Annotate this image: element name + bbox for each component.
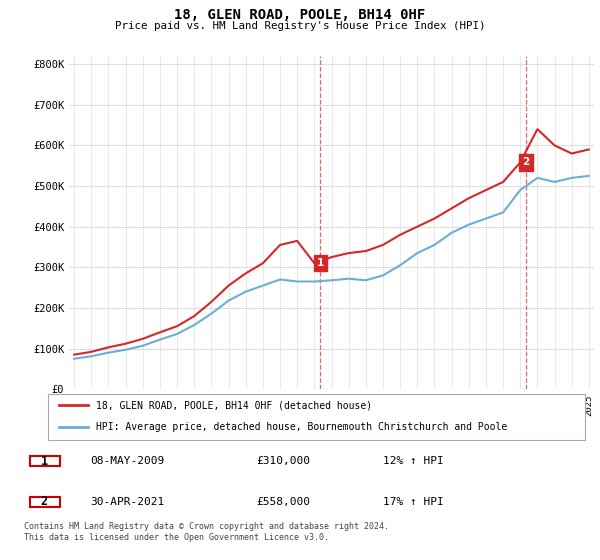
Text: 17% ↑ HPI: 17% ↑ HPI [383, 497, 443, 507]
Bar [29, 497, 60, 507]
Text: 18, GLEN ROAD, POOLE, BH14 0HF (detached house): 18, GLEN ROAD, POOLE, BH14 0HF (detached… [97, 400, 373, 410]
Text: 2: 2 [41, 496, 48, 508]
Text: £310,000: £310,000 [256, 456, 310, 466]
Text: 12% ↑ HPI: 12% ↑ HPI [383, 456, 443, 466]
Text: 08-MAY-2009: 08-MAY-2009 [90, 456, 164, 466]
Text: Price paid vs. HM Land Registry's House Price Index (HPI): Price paid vs. HM Land Registry's House … [115, 21, 485, 31]
Text: 2: 2 [522, 157, 530, 167]
Text: This data is licensed under the Open Government Licence v3.0.: This data is licensed under the Open Gov… [24, 533, 329, 542]
Text: Contains HM Land Registry data © Crown copyright and database right 2024.: Contains HM Land Registry data © Crown c… [24, 522, 389, 531]
Bar [29, 456, 60, 466]
Text: 18, GLEN ROAD, POOLE, BH14 0HF: 18, GLEN ROAD, POOLE, BH14 0HF [175, 8, 425, 22]
Text: 1: 1 [41, 455, 48, 468]
Text: 30-APR-2021: 30-APR-2021 [90, 497, 164, 507]
Text: 1: 1 [317, 258, 324, 268]
Text: £558,000: £558,000 [256, 497, 310, 507]
Text: HPI: Average price, detached house, Bournemouth Christchurch and Poole: HPI: Average price, detached house, Bour… [97, 422, 508, 432]
